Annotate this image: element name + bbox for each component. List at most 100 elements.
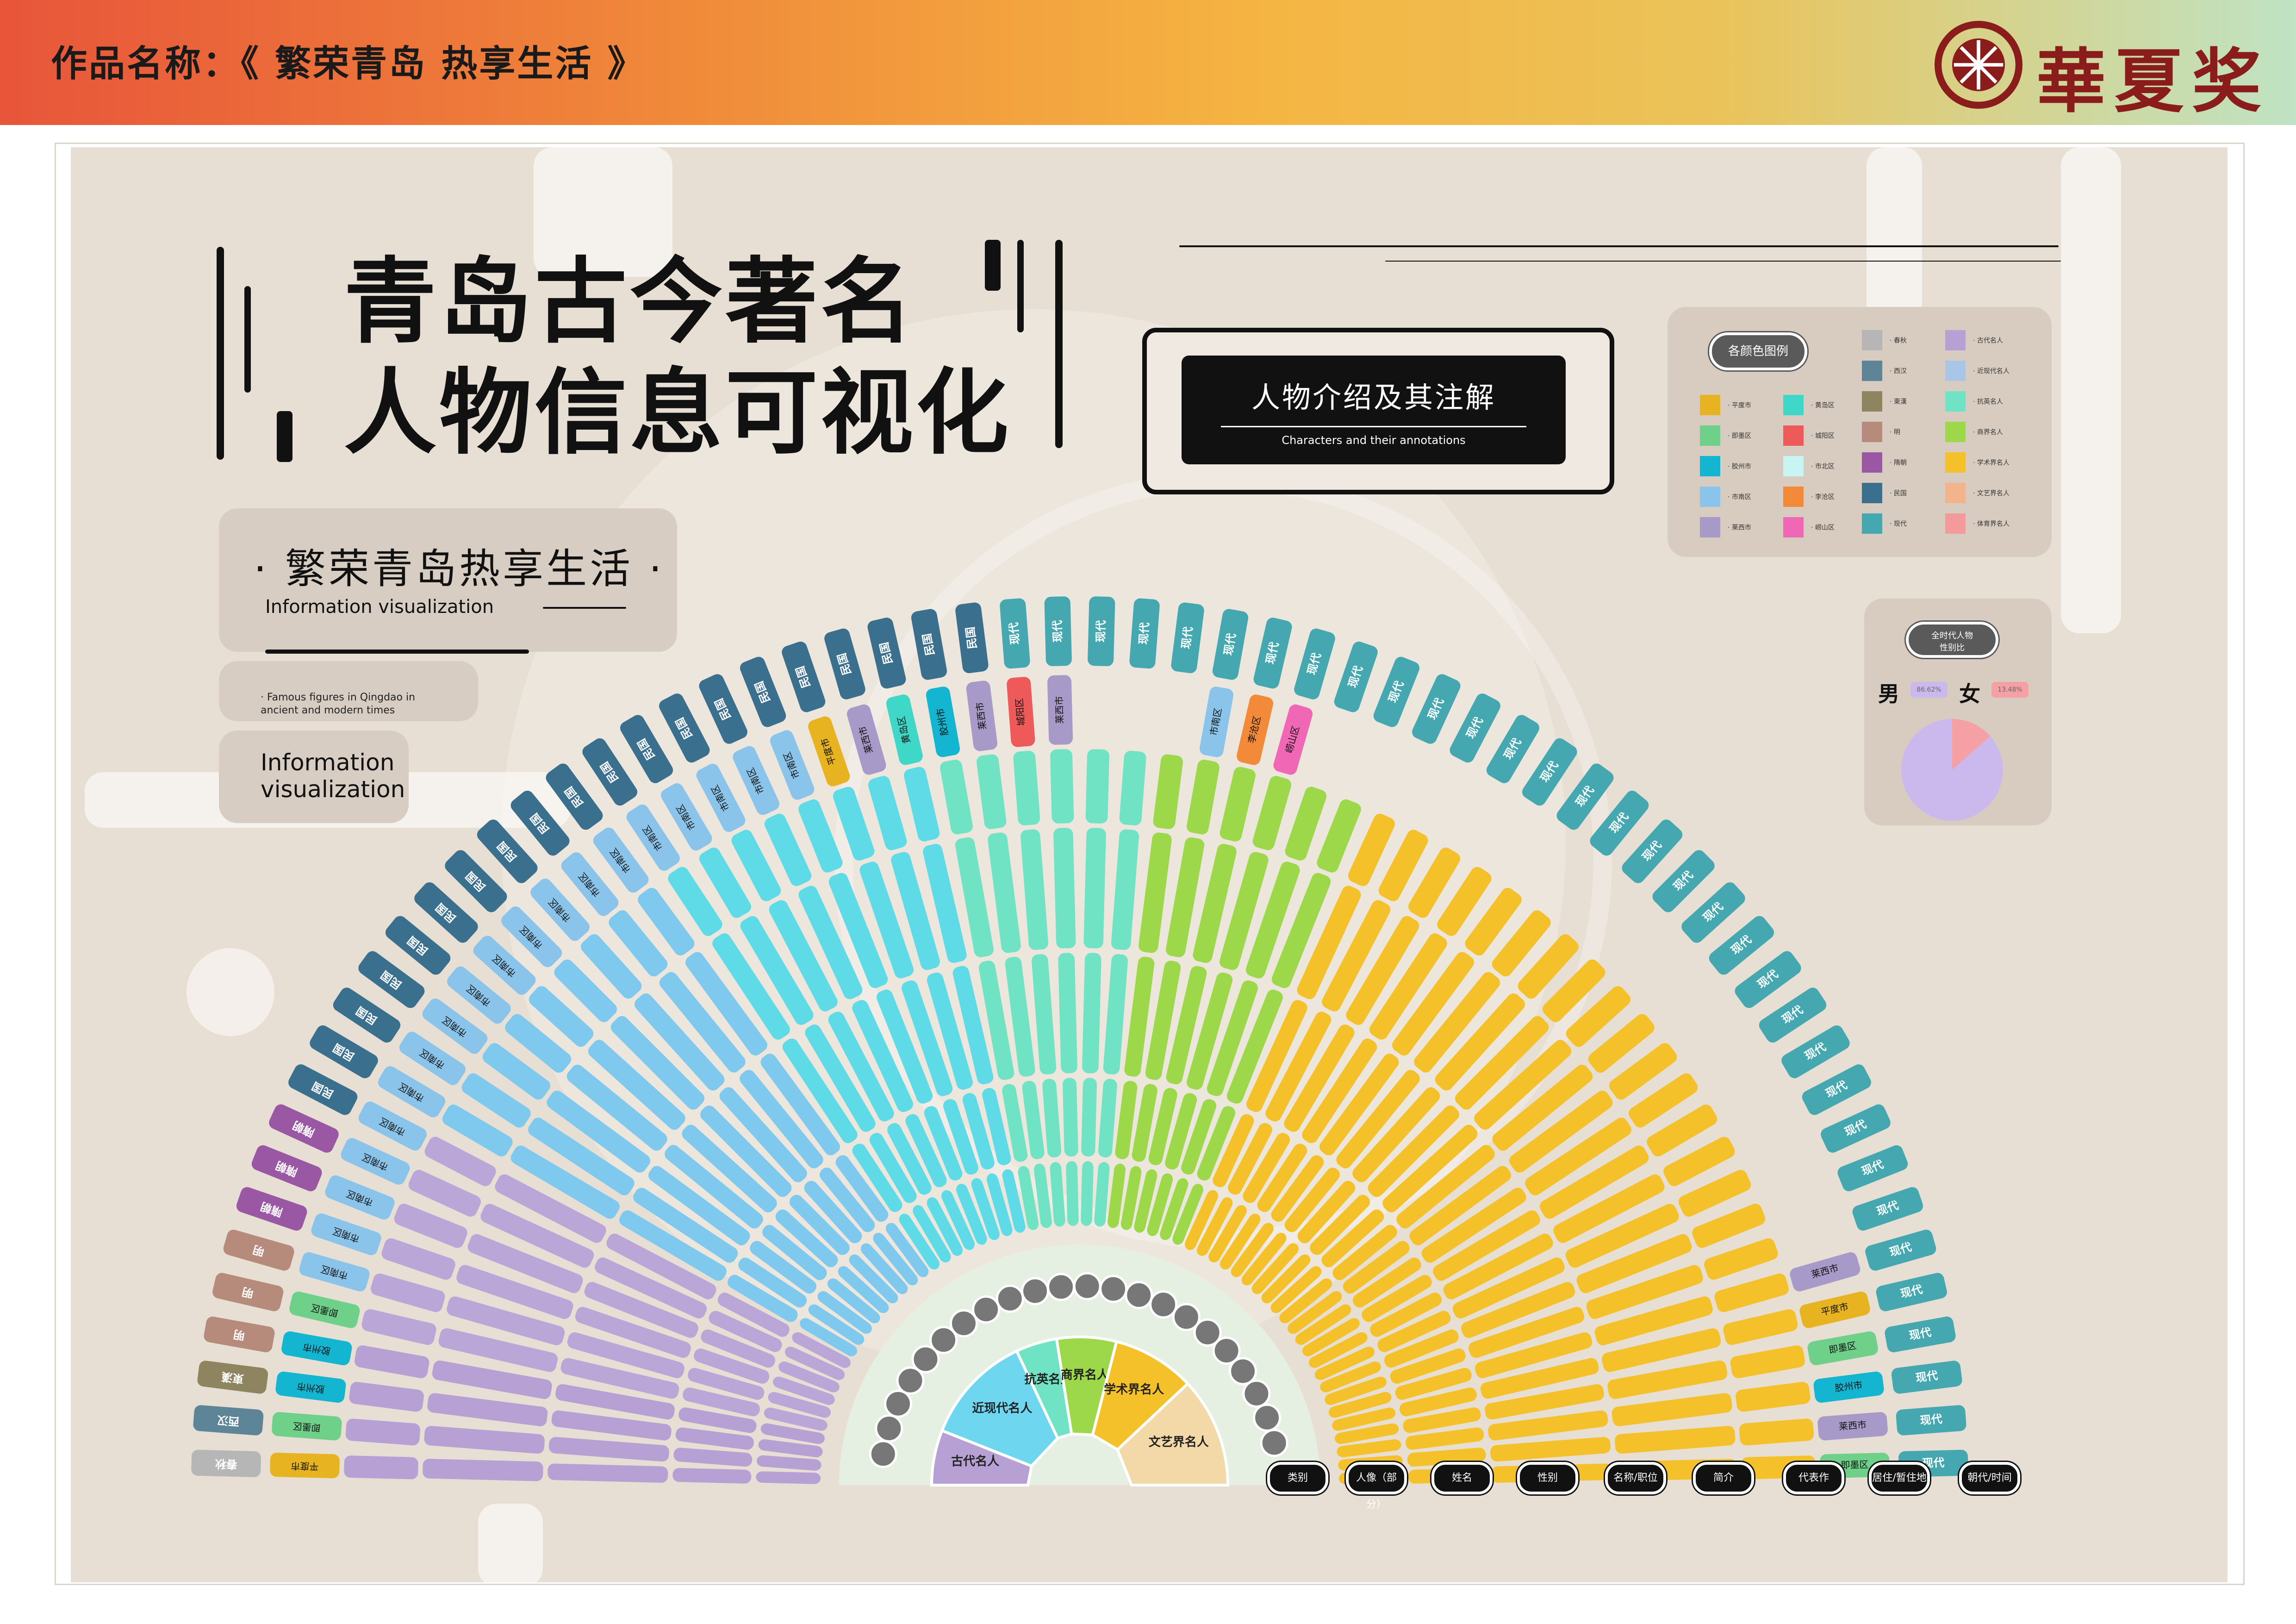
cell-title: [1421, 1187, 1526, 1263]
cell-work: [1252, 776, 1292, 850]
gender-title: 全时代人物 性别比: [1906, 622, 1998, 658]
residence-label: 平度市: [291, 1460, 319, 1472]
bg-stripe: [534, 147, 672, 277]
era-label: 東漢: [220, 1370, 244, 1386]
portrait-avatar: [972, 1295, 1001, 1324]
cell-title: [1485, 1384, 1604, 1420]
residence-label: 即墨区: [292, 1420, 321, 1433]
cell-residence: [1237, 694, 1274, 765]
cell-title: [760, 1054, 840, 1156]
cell-title: [1246, 1000, 1307, 1112]
cell-residence: [422, 998, 488, 1054]
cell-work: [833, 787, 875, 861]
cell-residence: [1047, 675, 1073, 745]
cell-name: [688, 1368, 765, 1400]
cell-intro: [988, 832, 1021, 953]
column-header-pill: 类别: [1267, 1462, 1328, 1494]
cell-gender: [1231, 1223, 1274, 1277]
cell-era: [212, 1273, 284, 1312]
cell-residence: [966, 681, 997, 751]
cell-residence: [447, 966, 511, 1024]
deco-line: [265, 650, 529, 654]
cell-name: [709, 1311, 782, 1352]
cell-gender: [873, 1232, 918, 1286]
male-label: 男: [1878, 681, 1899, 706]
cell-name: [1377, 1311, 1451, 1352]
era-label: 现代: [1051, 620, 1064, 643]
cell-work: [345, 1418, 420, 1446]
cell-work: [1714, 1273, 1789, 1312]
cell-work: [1085, 749, 1109, 824]
cell-era: [1652, 850, 1715, 912]
portrait-avatar: [1260, 1429, 1288, 1457]
legend-item: · 市北区: [1783, 456, 1835, 476]
cell-residence: [733, 746, 780, 815]
cell-work: [344, 1455, 418, 1480]
era-label: 春秋: [214, 1457, 237, 1471]
legend-swatch: [1700, 517, 1720, 537]
cell-era: [1759, 987, 1827, 1043]
cell-era: [1821, 1104, 1891, 1153]
cell-intro: [480, 1204, 594, 1268]
cell-gender: [1018, 1166, 1039, 1230]
cell-era: [1412, 674, 1461, 744]
cell-intro: [1435, 993, 1525, 1091]
legend-label: · 明: [1890, 429, 1900, 436]
cell-name: [1297, 1181, 1356, 1243]
cell-name: [1148, 1088, 1177, 1165]
cell-title: [1031, 954, 1057, 1074]
cell-era: [1865, 1230, 1936, 1271]
cell-gender: [1309, 1332, 1368, 1368]
residence-label: 莱西市: [1053, 696, 1065, 724]
cell-gender: [1302, 1318, 1360, 1356]
info-line-1: Information: [261, 749, 395, 776]
cell-residence: [1007, 677, 1035, 747]
annotation-divider: [1221, 426, 1526, 427]
cell-residence: [1807, 1331, 1878, 1366]
residence-label: 莱西市: [1838, 1419, 1867, 1432]
cell-gender: [760, 1423, 825, 1444]
cell-intro: [1565, 1204, 1679, 1268]
cell-intro: [495, 1174, 606, 1243]
legend-swatch: [1862, 391, 1882, 412]
cell-work: [349, 1382, 424, 1412]
cell-title: [1433, 1210, 1540, 1281]
cell-work: [1465, 887, 1522, 956]
cell-name: [762, 1224, 827, 1280]
cell-title: [575, 1306, 691, 1358]
legend-label: · 民国: [1890, 490, 1907, 497]
cell-era: [1802, 1064, 1871, 1115]
cell-era: [1000, 598, 1030, 669]
cell-era: [1212, 609, 1249, 680]
cell-gender: [792, 1332, 851, 1368]
cell-title: [1396, 1145, 1495, 1229]
cell-intro: [1271, 873, 1331, 988]
cell-work: [940, 759, 973, 835]
cell-gender: [1081, 1161, 1094, 1226]
cell-residence: [378, 1066, 446, 1118]
cell-era: [546, 763, 603, 830]
cell-intro: [1586, 1265, 1703, 1319]
cell-title: [927, 972, 973, 1090]
cell-era: [1891, 1361, 1962, 1394]
cell-gender: [768, 1392, 831, 1418]
era-label: 现代: [1094, 620, 1108, 643]
legend-item: · 明: [1862, 422, 1900, 442]
era-label: 现代: [1137, 622, 1151, 645]
legend-swatch: [1862, 361, 1882, 381]
legend-item: · 抗英名人: [1945, 391, 2003, 412]
cell-intro: [1492, 1064, 1593, 1151]
cell-intro: [1139, 832, 1172, 953]
cell-intro: [1322, 900, 1391, 1012]
cell-gender: [1314, 1346, 1375, 1380]
cell-name: [701, 1329, 776, 1368]
sector-label: 文艺界名人: [1149, 1435, 1209, 1449]
legend-label: · 莱西市: [1728, 524, 1751, 531]
legend-item: · 莱西市: [1700, 517, 1751, 537]
cell-gender: [956, 1184, 987, 1245]
title-line-1: 青岛古今著名: [344, 248, 916, 356]
cell-title: [1368, 1106, 1459, 1197]
cell-era: [1486, 715, 1540, 783]
cell-work: [1566, 986, 1631, 1047]
cell-gender: [1325, 1376, 1387, 1405]
